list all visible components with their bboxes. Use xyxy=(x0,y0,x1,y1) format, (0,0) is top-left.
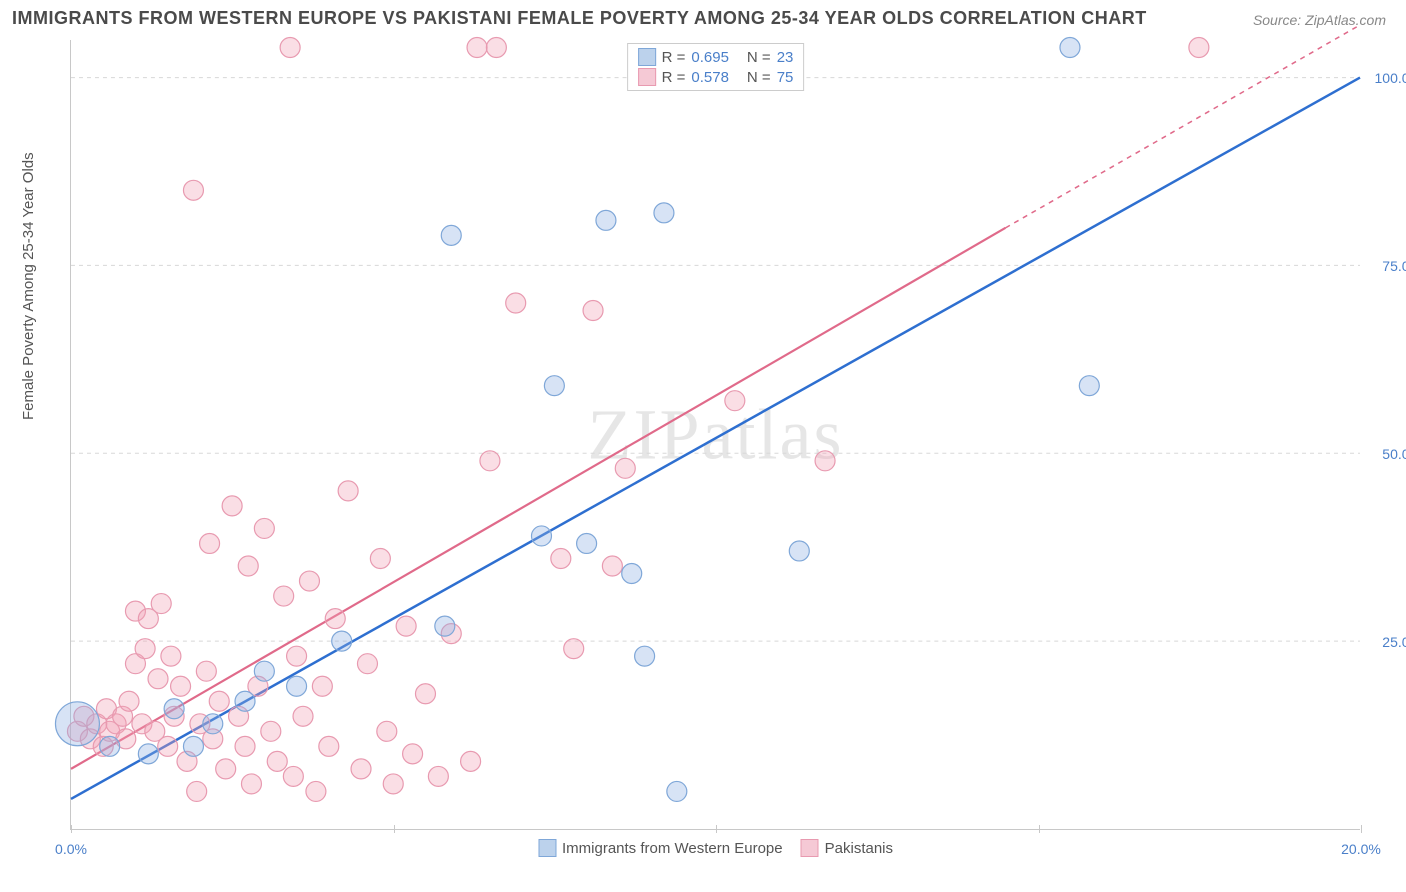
legend-swatch-icon xyxy=(638,48,656,66)
legend-r-label: R = xyxy=(662,49,686,66)
legend-item-series-1: Pakistanis xyxy=(801,839,893,857)
source-prefix: Source: xyxy=(1253,12,1305,28)
legend-series-label: Pakistanis xyxy=(825,840,893,857)
y-axis-label: Female Poverty Among 25-34 Year Olds xyxy=(20,152,37,420)
legend-n-value: 75 xyxy=(777,69,794,86)
scatter-svg xyxy=(71,40,1360,829)
x-tick-label: 20.0% xyxy=(1341,841,1381,857)
y-tick-label: 25.0% xyxy=(1382,634,1406,650)
legend-swatch-icon xyxy=(538,839,556,857)
legend-r-value: 0.695 xyxy=(691,49,729,66)
legend-series-label: Immigrants from Western Europe xyxy=(562,840,783,857)
y-tick-label: 75.0% xyxy=(1382,258,1406,274)
x-tick-mark xyxy=(1039,825,1040,833)
y-tick-label: 100.0% xyxy=(1375,70,1406,86)
legend-swatch-icon xyxy=(638,68,656,86)
legend-row-series-0: R = 0.695 N = 23 xyxy=(638,48,794,66)
source-attribution: Source: ZipAtlas.com xyxy=(1253,12,1386,28)
source-name: ZipAtlas.com xyxy=(1305,12,1386,28)
legend-n-label: N = xyxy=(747,49,771,66)
x-tick-mark xyxy=(716,825,717,833)
legend-swatch-icon xyxy=(801,839,819,857)
legend-n-label: N = xyxy=(747,69,771,86)
x-tick-label: 0.0% xyxy=(55,841,87,857)
x-tick-mark xyxy=(394,825,395,833)
legend-r-label: R = xyxy=(662,69,686,86)
series-legend: Immigrants from Western Europe Pakistani… xyxy=(538,839,893,857)
y-tick-label: 50.0% xyxy=(1382,446,1406,462)
x-tick-mark xyxy=(1361,825,1362,833)
x-tick-mark xyxy=(71,825,72,833)
correlation-legend: R = 0.695 N = 23 R = 0.578 N = 75 xyxy=(627,43,805,91)
chart-title: IMMIGRANTS FROM WESTERN EUROPE VS PAKIST… xyxy=(12,8,1147,29)
legend-item-series-0: Immigrants from Western Europe xyxy=(538,839,783,857)
legend-row-series-1: R = 0.578 N = 75 xyxy=(638,68,794,86)
plot-area: ZIPatlas R = 0.695 N = 23 R = 0.578 N = … xyxy=(70,40,1360,830)
legend-n-value: 23 xyxy=(777,49,794,66)
legend-r-value: 0.578 xyxy=(691,69,729,86)
